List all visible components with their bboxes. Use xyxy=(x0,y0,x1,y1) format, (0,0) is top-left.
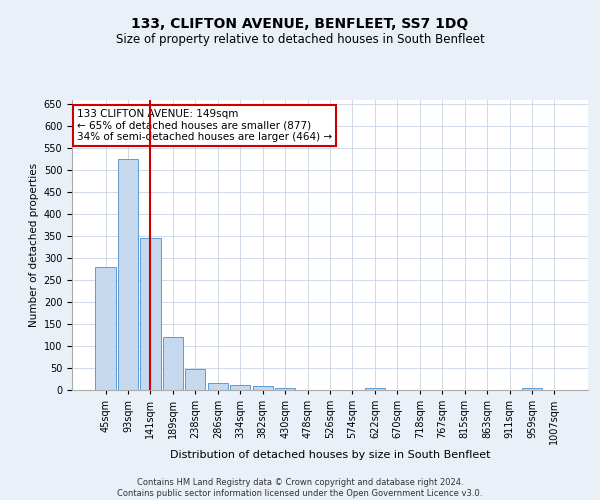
Bar xyxy=(208,384,228,390)
Text: Size of property relative to detached houses in South Benfleet: Size of property relative to detached ho… xyxy=(116,32,484,46)
X-axis label: Distribution of detached houses by size in South Benfleet: Distribution of detached houses by size … xyxy=(170,450,490,460)
Y-axis label: Number of detached properties: Number of detached properties xyxy=(29,163,40,327)
Bar xyxy=(253,386,273,390)
Bar xyxy=(275,388,295,390)
Bar xyxy=(365,388,385,390)
Text: 133, CLIFTON AVENUE, BENFLEET, SS7 1DQ: 133, CLIFTON AVENUE, BENFLEET, SS7 1DQ xyxy=(131,18,469,32)
Text: Contains HM Land Registry data © Crown copyright and database right 2024.
Contai: Contains HM Land Registry data © Crown c… xyxy=(118,478,482,498)
Bar xyxy=(118,160,138,390)
Text: 133 CLIFTON AVENUE: 149sqm
← 65% of detached houses are smaller (877)
34% of sem: 133 CLIFTON AVENUE: 149sqm ← 65% of deta… xyxy=(77,108,332,142)
Bar xyxy=(95,267,116,390)
Bar xyxy=(522,388,542,390)
Bar xyxy=(230,384,250,390)
Bar xyxy=(163,338,183,390)
Bar xyxy=(140,238,161,390)
Bar xyxy=(185,369,205,390)
